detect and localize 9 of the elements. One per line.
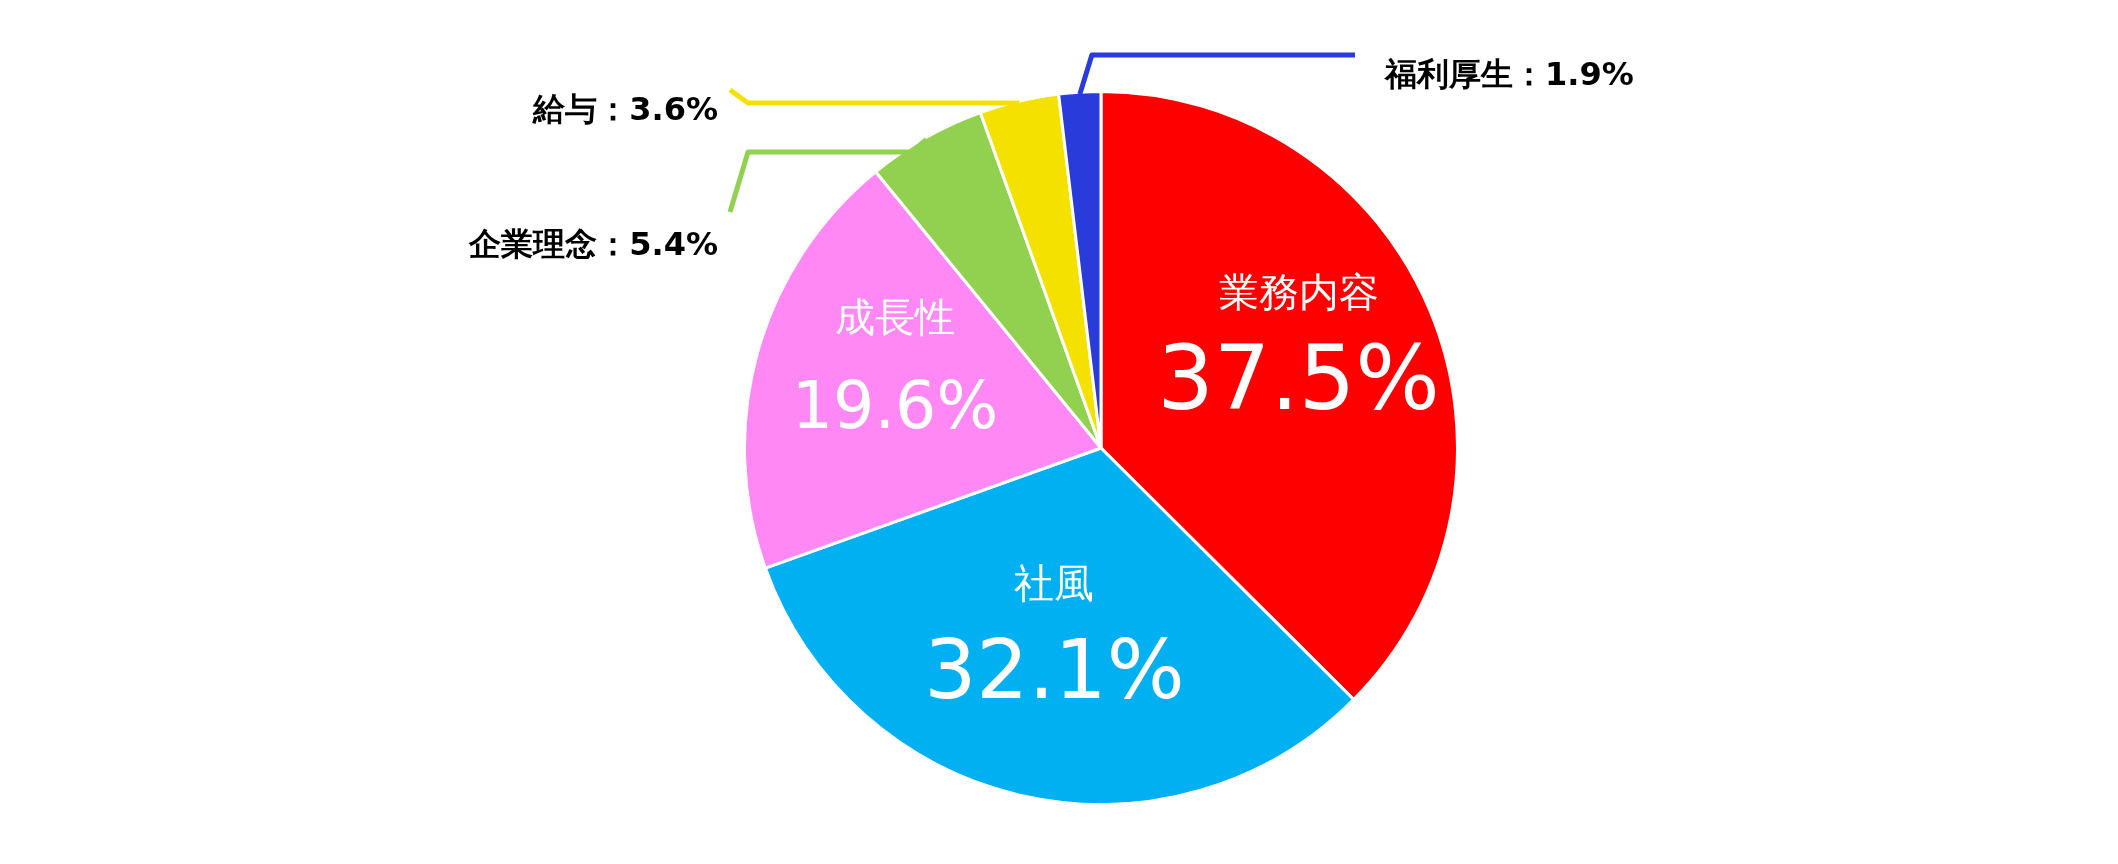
slice-label: 企業理念：5.4% [468, 225, 718, 264]
slice-label: 業務内容 [1218, 269, 1379, 316]
data-label: 37.5% [1157, 326, 1440, 431]
slice-label: 福利厚生：1.9% [1383, 55, 1634, 94]
data-label: 32.1% [924, 622, 1185, 718]
data-label: 19.6% [791, 367, 999, 443]
slice-label: 給与：3.6% [532, 90, 718, 129]
slice-label: 成長性 [834, 294, 955, 341]
slice-label: 社風 [1014, 560, 1095, 607]
